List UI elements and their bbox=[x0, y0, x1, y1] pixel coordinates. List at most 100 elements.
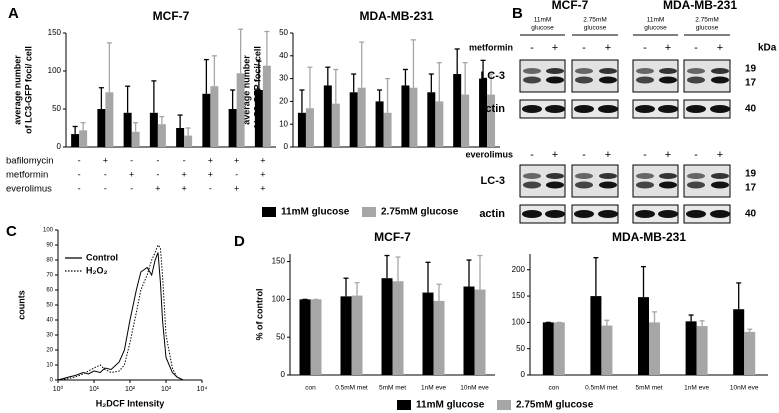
y-tick-label: 0 bbox=[521, 370, 526, 379]
bar bbox=[409, 87, 418, 147]
x-tick-label: 10nM eve bbox=[730, 385, 759, 392]
treatment-sign: - bbox=[104, 169, 107, 179]
size-label: 17 bbox=[745, 78, 757, 89]
band bbox=[659, 76, 677, 84]
sign: - bbox=[694, 149, 698, 161]
y-tick-label: 60 bbox=[46, 288, 53, 294]
protein-label: LC-3 bbox=[481, 175, 505, 187]
band bbox=[546, 173, 564, 179]
bar bbox=[453, 74, 462, 147]
band bbox=[575, 181, 593, 189]
legend-label: 11mM glucose bbox=[416, 400, 485, 411]
size-label: 17 bbox=[745, 183, 757, 194]
treatment-label: metformin bbox=[469, 42, 513, 52]
panel-label: D bbox=[234, 233, 245, 250]
x-tick-label: 1nM eve bbox=[421, 385, 446, 392]
band bbox=[575, 68, 593, 74]
bar bbox=[427, 92, 436, 147]
y-tick-label: 50 bbox=[279, 28, 288, 37]
treatment-sign: - bbox=[156, 155, 159, 165]
sign: + bbox=[665, 149, 671, 161]
treatment-sign: - bbox=[235, 169, 238, 179]
band bbox=[546, 68, 564, 74]
bar bbox=[383, 112, 392, 147]
legend-swatch bbox=[397, 400, 411, 410]
y-axis-label: average number bbox=[241, 55, 251, 125]
band bbox=[523, 173, 541, 179]
band bbox=[711, 181, 729, 189]
band bbox=[711, 68, 729, 74]
bar bbox=[422, 292, 434, 375]
band bbox=[659, 68, 677, 74]
panel-label: C bbox=[6, 223, 17, 240]
band bbox=[599, 68, 617, 74]
bar bbox=[649, 322, 660, 375]
y-tick-label: 100 bbox=[512, 318, 526, 327]
condition: glucose bbox=[531, 25, 554, 32]
histogram-line bbox=[57, 252, 192, 381]
bar bbox=[733, 309, 745, 375]
band bbox=[545, 210, 565, 218]
treatment-sign: + bbox=[129, 169, 134, 179]
sign: - bbox=[582, 42, 586, 54]
treatment-sign: - bbox=[78, 155, 81, 165]
band bbox=[636, 181, 654, 189]
bar bbox=[340, 296, 352, 375]
treatment-sign: + bbox=[208, 155, 213, 165]
unit-label: kDa bbox=[758, 43, 777, 54]
band bbox=[635, 105, 655, 113]
bar bbox=[375, 101, 384, 147]
treatment-sign: + bbox=[260, 155, 265, 165]
x-tick-label: 5mM met bbox=[379, 385, 406, 392]
treatment-sign: - bbox=[130, 183, 133, 193]
bar bbox=[262, 65, 271, 147]
y-tick-label: 0 bbox=[284, 142, 289, 151]
bar bbox=[744, 331, 756, 375]
size-label: 40 bbox=[745, 104, 757, 115]
legend-label: 11mM glucose bbox=[281, 207, 350, 218]
band bbox=[599, 76, 617, 84]
treatment-sign: + bbox=[234, 155, 239, 165]
chart-title: MDA-MB-231 bbox=[359, 9, 433, 23]
chart-title: MDA-MB-231 bbox=[612, 230, 686, 244]
bar bbox=[461, 94, 470, 147]
band bbox=[659, 173, 677, 179]
band bbox=[687, 173, 705, 179]
treatment-sign: - bbox=[209, 183, 212, 193]
y-tick-label: 100 bbox=[43, 228, 54, 234]
x-tick-label: 10¹ bbox=[89, 386, 100, 393]
band bbox=[523, 68, 541, 74]
band bbox=[636, 173, 654, 179]
x-tick-label: 10⁴ bbox=[197, 386, 208, 393]
band bbox=[575, 173, 593, 179]
protein-label: actin bbox=[479, 208, 505, 220]
blot-lc3 bbox=[632, 59, 679, 93]
bar bbox=[433, 300, 445, 375]
band bbox=[575, 76, 593, 84]
band bbox=[574, 105, 594, 113]
band bbox=[635, 210, 655, 218]
histogram-line bbox=[57, 244, 192, 381]
bar bbox=[131, 131, 140, 147]
treatment-sign: + bbox=[155, 183, 160, 193]
band bbox=[598, 210, 618, 218]
sign: - bbox=[643, 149, 647, 161]
y-tick-label: 150 bbox=[272, 257, 286, 266]
condition: glucose bbox=[644, 25, 667, 32]
bar bbox=[474, 289, 486, 375]
y-axis-label: average number bbox=[12, 55, 22, 125]
y-tick-label: 50 bbox=[516, 344, 525, 353]
sign: - bbox=[530, 149, 534, 161]
treatment-sign: + bbox=[260, 169, 265, 179]
treatment-sign: - bbox=[130, 155, 133, 165]
bar bbox=[236, 73, 245, 147]
blot-lc3 bbox=[571, 59, 619, 93]
band bbox=[574, 210, 594, 218]
band bbox=[687, 181, 705, 189]
y-tick-label: 150 bbox=[48, 28, 62, 37]
band bbox=[523, 76, 541, 84]
band bbox=[710, 210, 730, 218]
bar bbox=[349, 92, 358, 147]
band bbox=[522, 105, 542, 113]
